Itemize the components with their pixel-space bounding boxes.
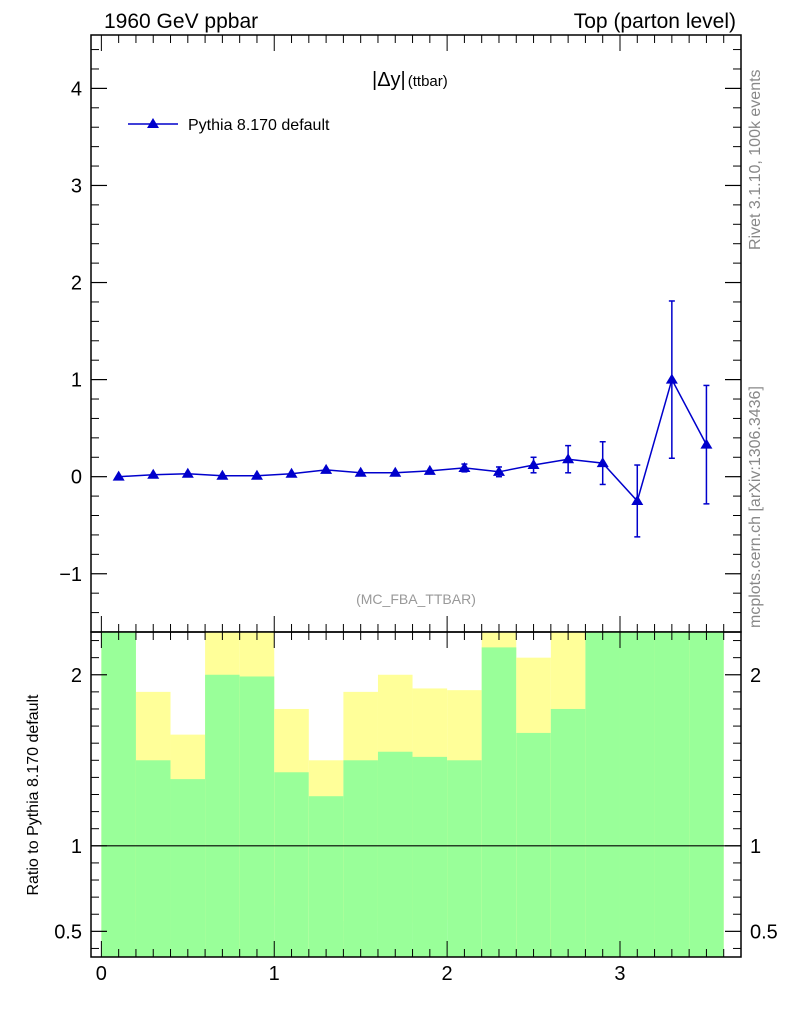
data-point <box>423 464 436 475</box>
ratio-y-tick-label: 2 <box>71 665 82 687</box>
data-point <box>700 438 713 449</box>
main-series <box>112 300 713 538</box>
legend-marker-triangle <box>147 118 159 128</box>
main-y-tick-label: 0 <box>71 467 82 489</box>
data-point <box>112 470 125 481</box>
legend-series-label: Pythia 8.170 default <box>188 117 330 134</box>
data-point <box>389 466 402 477</box>
ratio-y-axis: 0.5 0.5 1 1 2 2 <box>54 640 778 949</box>
inner-band-bin <box>377 751 413 957</box>
ratio-y-tick-label: 0.5 <box>54 921 82 943</box>
data-point <box>354 466 367 477</box>
inner-band-bin <box>550 708 586 957</box>
data-point <box>250 469 263 480</box>
main-y-tick-label: 3 <box>71 175 82 197</box>
data-point <box>596 457 609 468</box>
ratio-bands <box>101 632 724 957</box>
data-point <box>492 465 505 476</box>
inner-band-bin <box>619 632 655 957</box>
main-y-tick-label: 4 <box>71 78 82 100</box>
data-point <box>527 459 540 470</box>
inner-band-bin <box>343 760 378 957</box>
header-right: Top (parton level) <box>574 10 736 33</box>
main-y-tick-label: 1 <box>71 370 82 392</box>
inner-band-bin <box>170 779 206 957</box>
data-point <box>216 469 229 480</box>
observable-label: |Δy| (ttbar) <box>372 69 448 91</box>
legend: Pythia 8.170 default <box>128 117 330 134</box>
inner-band-bin <box>412 756 448 957</box>
inner-band-bin <box>239 676 275 957</box>
inner-band-bin <box>274 772 309 957</box>
ratio-y-tick-label-right: 2 <box>750 665 761 687</box>
inner-band-bin <box>516 732 551 957</box>
inner-band-bin <box>101 632 136 957</box>
ratio-x-tick-label: 3 <box>614 963 625 985</box>
ratio-y-tick-label-right: 1 <box>750 836 761 858</box>
ratio-x-axis: 0 1 2 3 <box>96 632 725 985</box>
header-left: 1960 GeV ppbar <box>104 10 258 33</box>
data-point <box>285 467 298 478</box>
ratio-x-tick-label: 0 <box>96 963 107 985</box>
data-point <box>147 468 160 479</box>
data-point <box>631 494 644 505</box>
observable-symbol: |Δy| <box>372 69 406 91</box>
inner-band-bin <box>585 632 620 957</box>
series-line <box>118 377 708 503</box>
data-point <box>665 373 678 384</box>
inner-band-bin <box>689 632 724 957</box>
main-y-axis: −1 0 1 2 3 4 <box>59 49 741 633</box>
mcplots-label: mcplots.cern.ch [arXiv:1306.3436] <box>747 386 764 628</box>
data-point <box>458 461 471 472</box>
inner-band-bin <box>654 632 690 957</box>
data-point <box>320 463 333 474</box>
inner-band-bin <box>205 674 240 957</box>
ratio-x-tick-label: 1 <box>269 963 280 985</box>
inner-band-bin <box>308 796 344 957</box>
analysis-tag: (MC_FBA_TTBAR) <box>356 591 476 607</box>
observable-subscript: (ttbar) <box>408 73 448 90</box>
ratio-y-axis-label: Ratio to Pythia 8.170 default <box>25 694 42 896</box>
ratio-y-tick-label: 1 <box>71 836 82 858</box>
inner-band-bin <box>481 647 517 957</box>
inner-band-bin <box>135 760 171 957</box>
ratio-x-tick-label: 2 <box>442 963 453 985</box>
data-point <box>562 453 575 464</box>
inner-band-bin <box>447 760 482 957</box>
rivet-version-label: Rivet 3.1.10, 100k events <box>747 69 764 250</box>
main-y-tick-label: −1 <box>59 564 82 586</box>
main-y-tick-label: 2 <box>71 273 82 295</box>
ratio-y-tick-label-right: 0.5 <box>750 921 778 943</box>
main-x-axis <box>100 35 725 632</box>
data-point <box>181 467 194 478</box>
